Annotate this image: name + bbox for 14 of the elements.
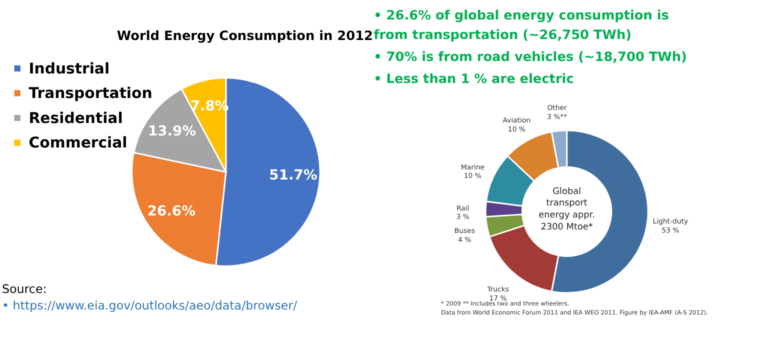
source-note: Source: (2, 282, 47, 296)
text: • 70% is from road vehicles (~18,700 TWh) (374, 50, 687, 65)
text: • https://www.eia.gov/outlooks/aeo/data/browser/ (2, 298, 298, 313)
legend-label: Residential (28, 108, 123, 127)
data-label: 13.9% (148, 123, 196, 140)
legend-label: Commercial (28, 134, 128, 152)
chart-title: World Energy Consumption in 2012 (116, 29, 373, 44)
legend-label: Industrial (28, 59, 110, 78)
data-label: 26.6% (147, 204, 196, 220)
legend-label: Transportation (28, 84, 152, 102)
text: • 26.6% of global energy consumption is from transportation (~26,750 TWh) (374, 8, 670, 44)
text: Global transport energy appr. 2300 Mtoe* (538, 186, 595, 232)
data-label: 51.7% (269, 168, 318, 184)
text: • Less than 1 % are electric (374, 72, 574, 87)
